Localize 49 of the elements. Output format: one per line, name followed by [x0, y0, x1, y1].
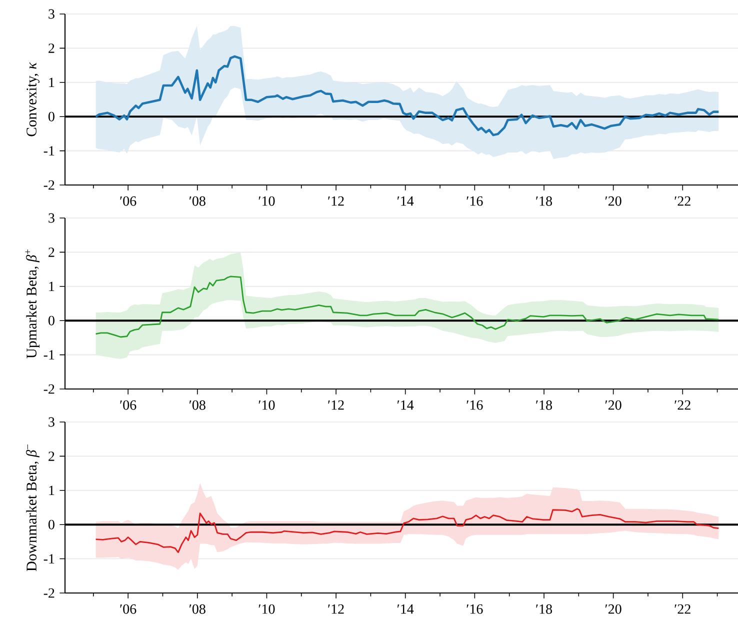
- y-tick-label: 2: [48, 248, 54, 257]
- y-tick-label: -1: [44, 554, 54, 564]
- x-tick-label: ′14: [398, 196, 414, 206]
- x-tick-label: ′20: [605, 196, 622, 206]
- y-tick-label: 1: [49, 78, 54, 88]
- x-tick-label: ′20: [605, 400, 622, 410]
- y-tick-label: -1: [44, 146, 54, 156]
- x-tick-label: ′22: [674, 400, 690, 410]
- x-tick-label: ′22: [674, 196, 690, 206]
- x-tick-label: ′08: [190, 604, 206, 614]
- x-tick-label: ′18: [536, 400, 552, 410]
- x-tick-label: ′16: [466, 400, 483, 410]
- x-tick-label: ′18: [536, 604, 552, 614]
- y-tick-label: -1: [44, 350, 54, 360]
- y-tick-label: 2: [48, 452, 54, 461]
- x-tick-label: ′10: [258, 196, 275, 206]
- x-tick-label: ′08: [190, 196, 206, 206]
- y-tick-label: 0: [48, 112, 54, 122]
- x-tick-label: ′20: [605, 604, 622, 614]
- y-tick-label: 1: [49, 486, 54, 496]
- y-axis-title: Downmarket Beta, β$^{−}$: [26, 444, 40, 572]
- y-tick-label: 3: [48, 9, 54, 19]
- x-tick-label: ′12: [328, 196, 344, 206]
- x-tick-label: ′06: [120, 196, 136, 206]
- y-tick-label: 2: [48, 44, 54, 53]
- y-axis-title: Upmarket Beta, β$^{+}$: [25, 250, 40, 358]
- x-tick-label: ′06: [120, 400, 136, 410]
- x-tick-label: ′12: [328, 604, 344, 614]
- x-tick-label: ′10: [258, 604, 275, 614]
- x-tick-label: ′08: [190, 400, 206, 410]
- y-tick-label: 1: [49, 282, 54, 292]
- x-tick-label: ′06: [120, 604, 136, 614]
- x-tick-label: ′16: [466, 196, 483, 206]
- x-tick-label: ′14: [398, 400, 414, 410]
- y-tick-label: 3: [48, 213, 54, 223]
- x-tick-label: ′18: [536, 196, 552, 206]
- y-axis-title: Convexity, κ: [26, 62, 40, 136]
- y-tick-label: -2: [44, 588, 54, 598]
- x-tick-label: ′22: [674, 604, 690, 614]
- y-tick-label: 0: [48, 316, 54, 326]
- x-tick-label: ′10: [258, 400, 275, 410]
- x-tick-label: ′16: [466, 604, 483, 614]
- x-tick-label: ′12: [328, 400, 344, 410]
- y-tick-label: -2: [44, 384, 54, 394]
- y-tick-label: 3: [48, 417, 54, 427]
- line-series: [94, 55, 720, 136]
- y-tick-label: 0: [48, 520, 54, 530]
- x-tick-label: ′14: [398, 604, 414, 614]
- y-tick-label: -2: [44, 180, 54, 190]
